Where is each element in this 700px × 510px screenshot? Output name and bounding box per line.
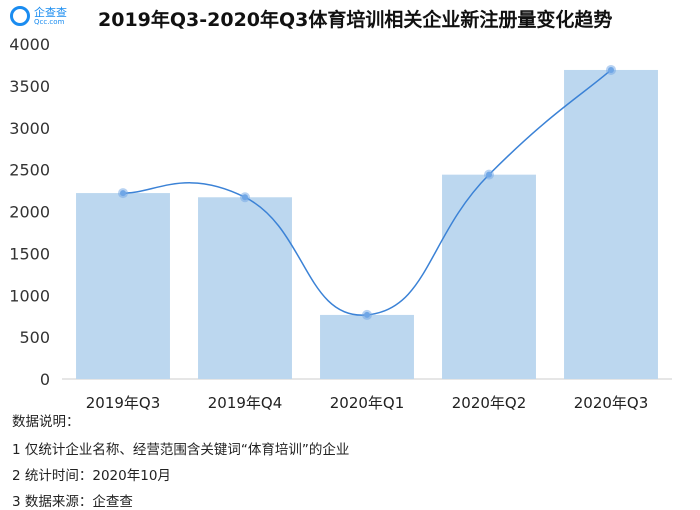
x-tick-label: 2019年Q4	[208, 394, 283, 412]
bar	[198, 197, 292, 379]
notes-heading: 数据说明：	[12, 414, 80, 430]
y-tick-label: 500	[19, 328, 50, 347]
x-tick-label: 2020年Q3	[574, 394, 649, 412]
x-tick-label: 2020年Q1	[330, 394, 405, 412]
data-point	[364, 311, 370, 318]
y-tick-label: 4000	[9, 35, 50, 54]
bar	[76, 193, 170, 379]
data-point	[120, 190, 126, 197]
note-line-1: 1 仅统计企业名称、经营范围含关键词“体育培训”的企业	[12, 442, 350, 458]
bar	[320, 314, 414, 379]
y-tick-label: 1500	[9, 244, 50, 263]
logo-icon	[10, 6, 30, 26]
chart-title: 2019年Q3-2020年Q3体育培训相关企业新注册量变化趋势	[98, 9, 613, 31]
data-point	[242, 194, 248, 201]
y-tick-label: 2500	[9, 161, 50, 180]
x-tick-label: 2019年Q3	[86, 394, 161, 412]
note-line-3: 3 数据来源：企查查	[12, 494, 133, 510]
note-line-2: 2 统计时间：2020年10月	[12, 468, 171, 484]
chart: 0 500 1000 1500 2000 2500 3000 3500 4000 2019年Q3 2…	[9, 35, 672, 412]
y-tick-label: 3000	[9, 119, 50, 138]
y-tick-label: 3500	[9, 77, 50, 96]
y-tick-label: 1000	[9, 286, 50, 305]
qcc-logo: 企查查 Qcc.com	[10, 6, 67, 26]
trend-line	[122, 69, 612, 316]
data-point	[486, 171, 492, 178]
bar	[442, 174, 536, 379]
data-point	[608, 66, 614, 73]
x-tick-label: 2020年Q2	[452, 394, 527, 412]
y-tick-label: 0	[40, 370, 50, 389]
logo-name: 企查查	[34, 5, 67, 19]
bar	[564, 69, 658, 380]
logo-domain: Qcc.com	[34, 17, 65, 26]
y-tick-label: 2000	[9, 203, 50, 222]
